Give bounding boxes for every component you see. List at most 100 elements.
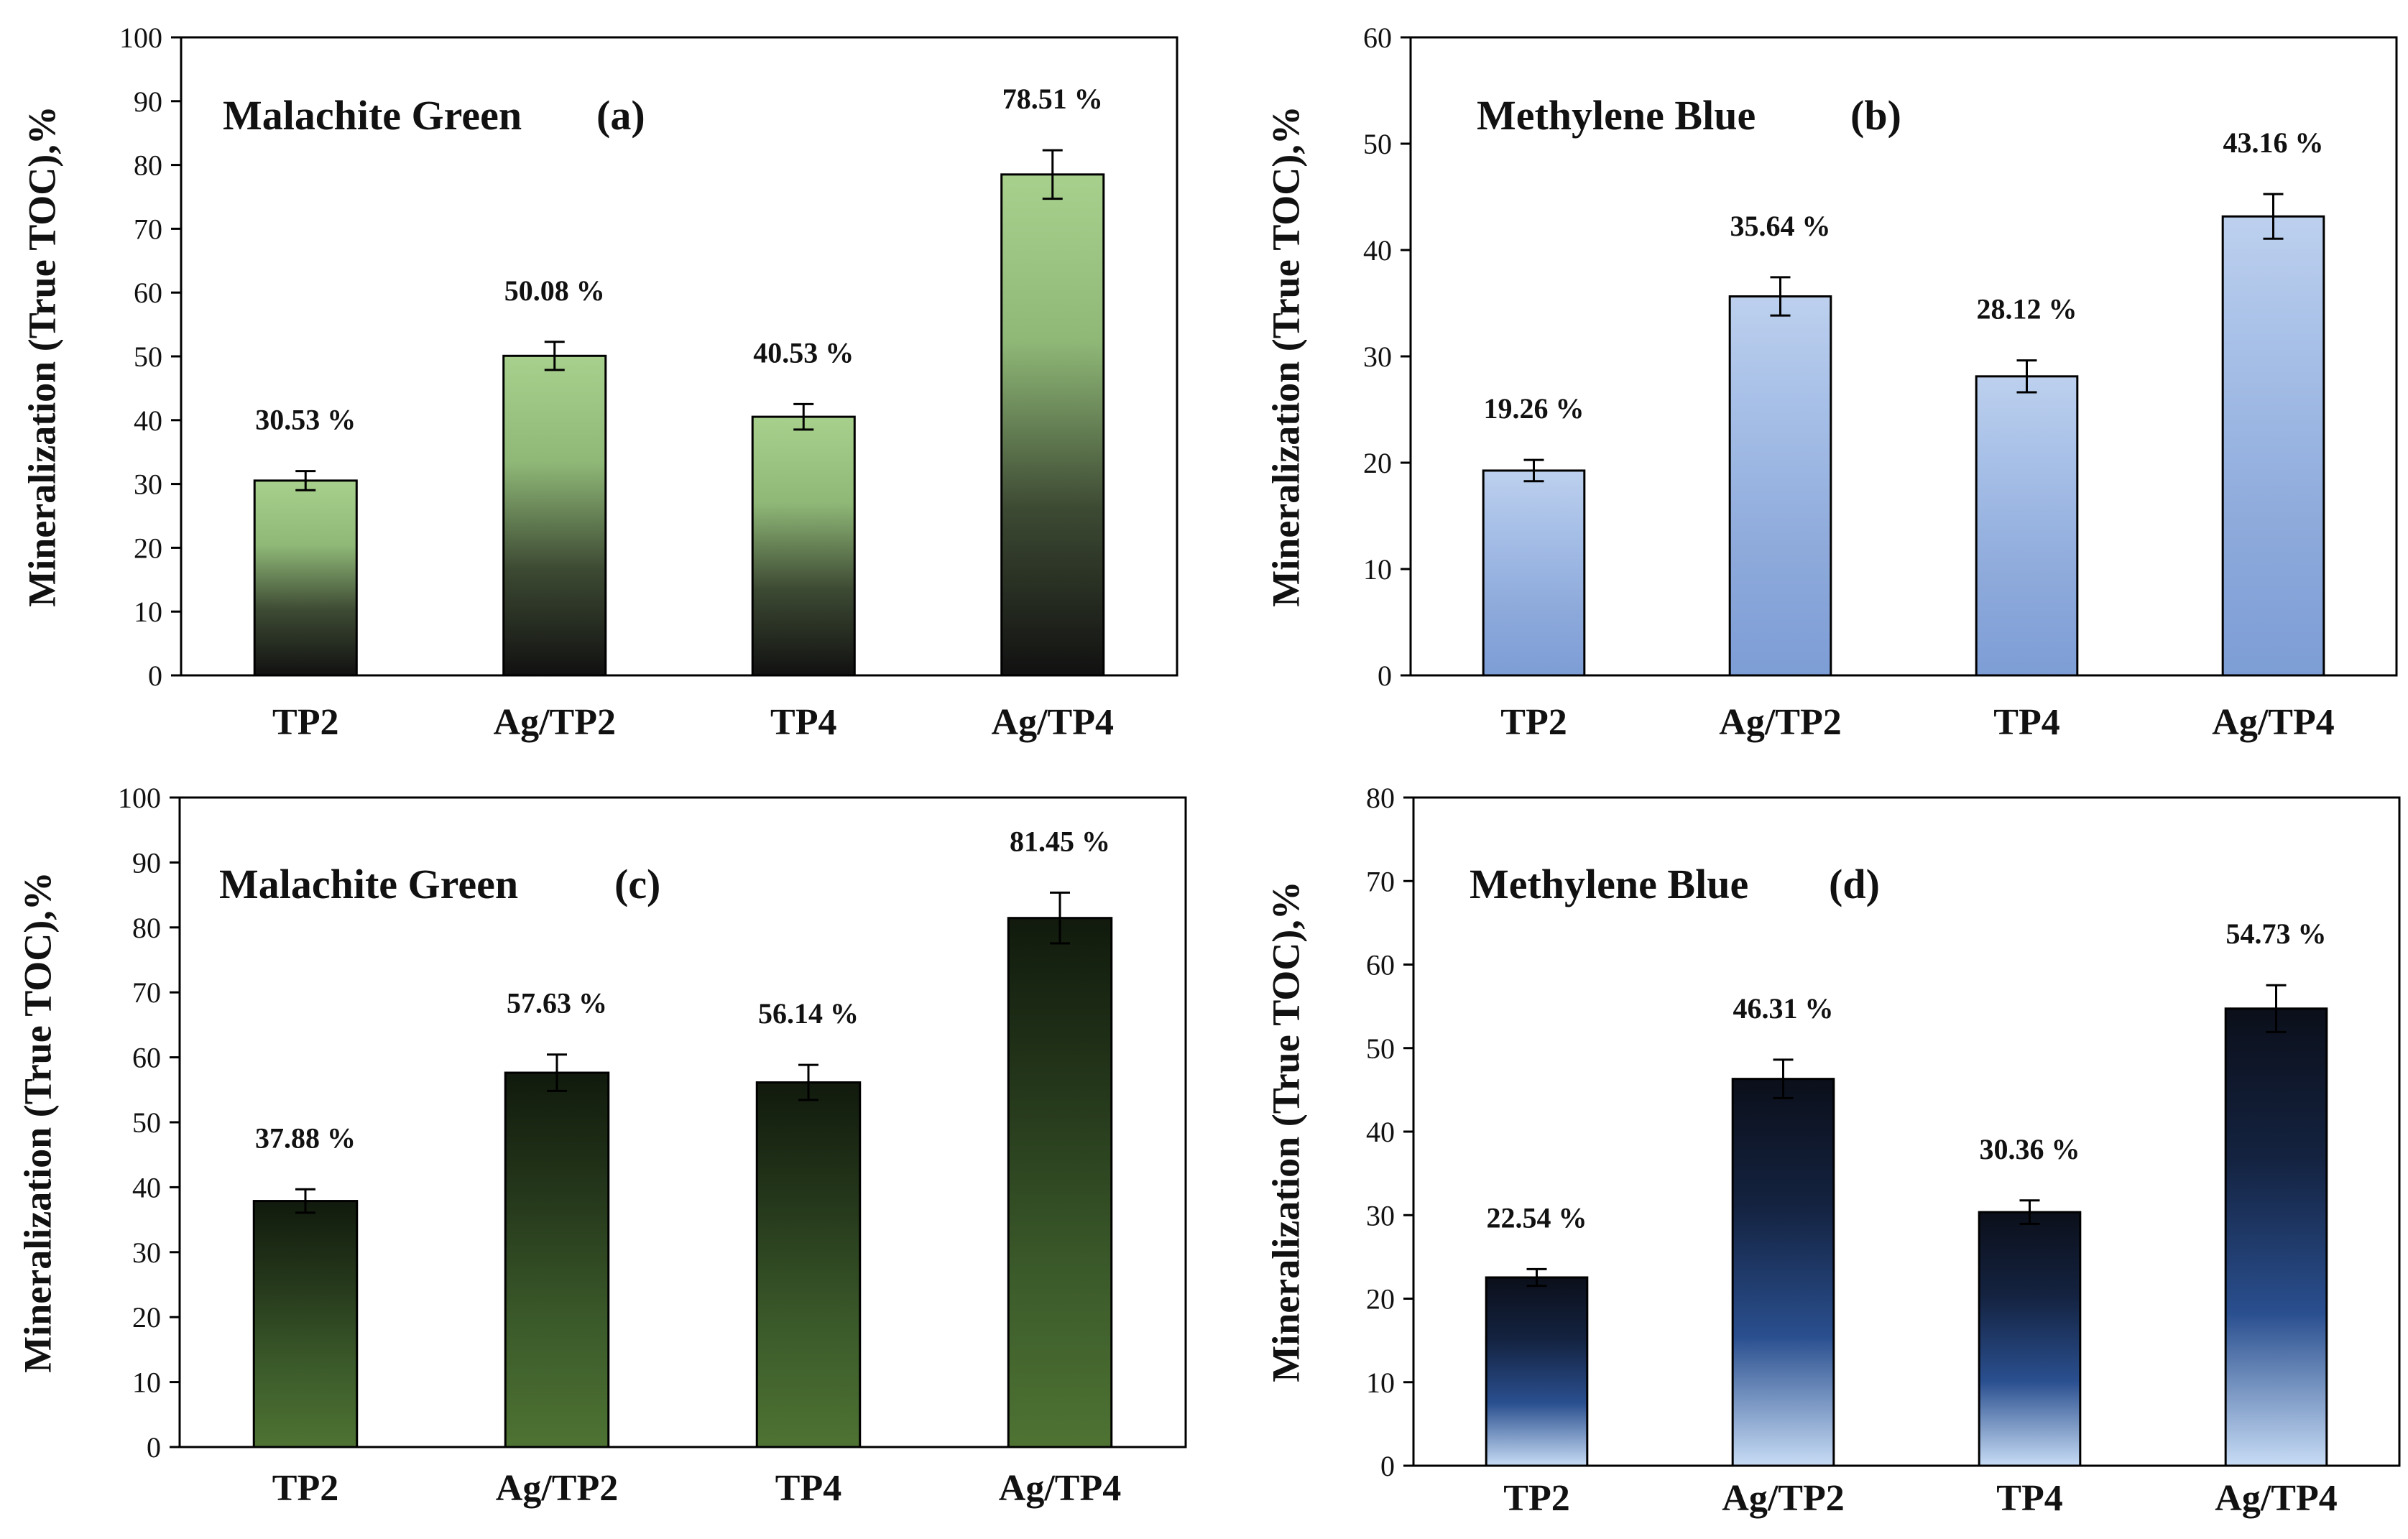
error-bar xyxy=(1773,1058,1794,1099)
chart-title: Methylene Blue xyxy=(1477,92,1756,139)
category-label: Ag/TP4 xyxy=(992,702,1114,743)
y-tick-label: 100 xyxy=(118,782,161,814)
bar-ag-tp2 xyxy=(1731,1078,1835,1467)
y-tick-label: 80 xyxy=(134,149,162,182)
category-label: Ag/TP4 xyxy=(2215,1478,2337,1519)
y-tick-label: 40 xyxy=(1363,234,1392,267)
panel-d: 0 10 20 30 40 50 60 70 80 Mineralization (True TO… xyxy=(1204,762,2408,1539)
chart-a-svg: 0 10 20 30 40 50 60 70 80 90 100 Mineralization (Tr… xyxy=(20,22,1178,743)
panel-b: 0 10 20 30 40 50 60 Mineralization (True TOC),%… xyxy=(1204,0,2408,762)
value-label: 35.64 % xyxy=(1730,210,1831,242)
value-label: 50.08 % xyxy=(504,274,605,307)
error-bar xyxy=(1523,458,1544,483)
bar-ag-tp4 xyxy=(1007,917,1113,1448)
y-tick-label: 50 xyxy=(1363,128,1392,160)
value-label: 30.36 % xyxy=(1980,1133,2080,1165)
value-label: 56.14 % xyxy=(758,997,859,1030)
y-tick-label: 10 xyxy=(1363,553,1392,586)
chart-title: Malachite Green xyxy=(223,92,522,139)
y-tick-label: 60 xyxy=(134,277,162,309)
category-label: TP2 xyxy=(272,1468,338,1509)
value-label: 19.26 % xyxy=(1484,392,1584,425)
error-bar xyxy=(1526,1267,1547,1288)
bar-ag-tp4 xyxy=(2221,215,2325,677)
bar-tp2 xyxy=(253,479,358,677)
y-tick-label: 0 xyxy=(1380,1450,1395,1482)
y-tick-label: 30 xyxy=(1366,1199,1395,1231)
bar-ag-tp2 xyxy=(1728,295,1832,677)
bar-ag-tp4 xyxy=(1000,173,1105,677)
chart-title: Methylene Blue xyxy=(1470,861,1748,907)
y-tick-label: 20 xyxy=(1363,447,1392,479)
error-bar xyxy=(547,1053,567,1092)
category-label: Ag/TP2 xyxy=(496,1468,618,1509)
y-axis-label: Mineralization (True TOC),% xyxy=(20,106,63,606)
y-tick-label: 70 xyxy=(134,213,162,245)
category-label: TP2 xyxy=(1503,1478,1569,1519)
y-tick-label: 80 xyxy=(132,912,161,944)
error-bar xyxy=(544,341,565,371)
error-bar xyxy=(2263,193,2284,240)
y-axis-label: Mineralization (True TOC),% xyxy=(1264,106,1307,606)
value-label: 43.16 % xyxy=(2223,126,2324,159)
y-tick-label: 30 xyxy=(134,468,162,501)
y-tick-label: 40 xyxy=(134,405,162,437)
y-tick-label: 70 xyxy=(132,976,161,1009)
bar-tp2 xyxy=(252,1200,359,1448)
category-label: TP4 xyxy=(1993,702,2059,743)
value-label: 22.54 % xyxy=(1487,1201,1587,1234)
value-label: 28.12 % xyxy=(1977,293,2077,325)
bar-ag-tp2 xyxy=(504,1071,610,1448)
y-tick-label: 0 xyxy=(147,1431,161,1464)
y-tick-label: 30 xyxy=(1363,341,1392,373)
category-label: TP2 xyxy=(1500,702,1567,743)
y-tick-label: 100 xyxy=(119,22,162,54)
error-bar xyxy=(295,470,316,491)
value-label: 30.53 % xyxy=(255,404,356,436)
category-label: Ag/TP2 xyxy=(1722,1478,1844,1519)
value-label: 78.51 % xyxy=(1002,83,1103,115)
y-tick-label: 10 xyxy=(134,596,162,628)
error-bar xyxy=(798,1063,818,1101)
value-label: 40.53 % xyxy=(753,336,854,369)
y-tick-label: 50 xyxy=(134,341,162,373)
y-tick-label: 60 xyxy=(1366,949,1395,981)
y-tick-label: 20 xyxy=(1366,1283,1395,1316)
bar-ag-tp4 xyxy=(2224,1007,2328,1467)
error-bar xyxy=(2016,359,2037,394)
panel-tag: (d) xyxy=(1829,861,1880,907)
error-bar xyxy=(2266,984,2287,1033)
error-bar xyxy=(1770,276,1791,317)
y-tick-label: 10 xyxy=(1366,1367,1395,1399)
chart-title: Malachite Green xyxy=(219,861,518,907)
y-tick-label: 60 xyxy=(1363,22,1392,54)
y-tick-label: 30 xyxy=(132,1237,161,1269)
panel-tag: (c) xyxy=(614,861,660,907)
category-label: Ag/TP2 xyxy=(494,702,616,743)
y-tick-label: 60 xyxy=(132,1042,161,1074)
y-tick-label: 20 xyxy=(132,1301,161,1334)
y-axis-label: Mineralization (True TOC),% xyxy=(1264,881,1307,1382)
y-tick-label: 80 xyxy=(1366,782,1395,814)
y-tick-label: 90 xyxy=(134,86,162,118)
category-label: TP4 xyxy=(1996,1478,2062,1519)
bar-tp4 xyxy=(751,415,856,677)
value-label: 54.73 % xyxy=(2226,918,2327,950)
y-tick-label: 50 xyxy=(132,1106,161,1139)
category-label: Ag/TP4 xyxy=(999,1468,1121,1509)
bar-tp4 xyxy=(1978,1211,2082,1467)
bar-tp2 xyxy=(1485,1276,1589,1467)
bar-tp4 xyxy=(1975,375,2079,677)
chart-c-svg: 0 10 20 30 40 50 60 70 80 90 100 Mineralization (Tr… xyxy=(16,782,1187,1509)
y-axis-label: Mineralization (True TOC),% xyxy=(16,872,59,1372)
panel-tag: (b) xyxy=(1850,92,1901,139)
value-label: 81.45 % xyxy=(1010,825,1110,857)
category-label: TP4 xyxy=(770,702,836,743)
error-bar xyxy=(2019,1199,2040,1225)
y-tick-label: 40 xyxy=(1366,1116,1395,1148)
value-label: 57.63 % xyxy=(507,987,607,1020)
panel-c: 0 10 20 30 40 50 60 70 80 90 100 Mineralization (Tr… xyxy=(0,762,1204,1539)
error-bar xyxy=(1050,891,1070,945)
error-bar xyxy=(793,402,814,431)
value-label: 37.88 % xyxy=(255,1122,356,1154)
